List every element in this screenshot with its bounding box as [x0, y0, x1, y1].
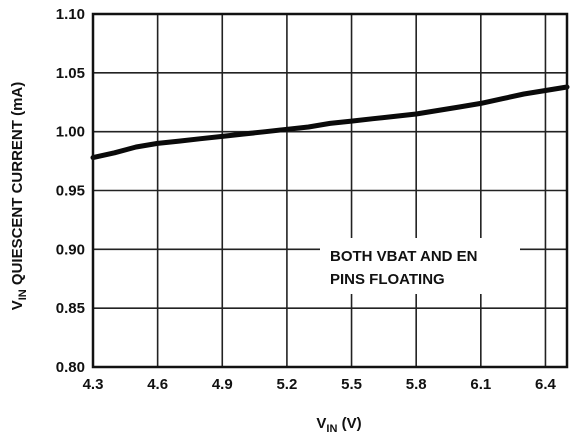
x-tick-label: 5.2 [276, 376, 297, 393]
series-line [90, 84, 570, 161]
x-tick-label: 5.5 [341, 376, 362, 393]
x-tick-label: 4.9 [212, 376, 233, 393]
x-axis-label-main: V [316, 415, 326, 432]
x-tick-label: 6.4 [535, 376, 557, 393]
annotation-line-1: BOTH VBAT AND EN [330, 248, 478, 265]
annotation-background [320, 238, 520, 294]
x-axis-label: VIN (V) [316, 415, 361, 434]
y-tick-labels: 0.80 0.85 0.90 0.95 1.00 1.05 1.10 [56, 6, 85, 376]
y-tick-label: 0.95 [56, 183, 85, 200]
x-tick-label: 4.3 [83, 376, 104, 393]
y-tick-label: 1.10 [56, 6, 85, 23]
plot-frame [91, 12, 569, 369]
grid [92, 13, 567, 368]
x-axis-label-sub: IN [326, 423, 337, 434]
y-tick-label: 1.05 [56, 65, 85, 82]
y-tick-label: 0.85 [56, 300, 85, 317]
y-axis-label-main: V [9, 300, 26, 310]
annotation-line-2: PINS FLOATING [330, 271, 445, 288]
y-tick-label: 1.00 [56, 124, 85, 141]
x-tick-label: 6.1 [470, 376, 491, 393]
y-axis-label-rest: QUIESCENT CURRENT (mA) [9, 82, 26, 290]
x-axis-label-rest: (V) [337, 415, 361, 432]
y-axis-label-sub: IN [17, 289, 29, 300]
x-tick-label: 4.6 [147, 376, 168, 393]
y-tick-label: 0.90 [56, 241, 85, 258]
y-tick-label: 0.80 [56, 359, 85, 376]
x-tick-label: 5.8 [406, 376, 427, 393]
annotation-box [320, 238, 520, 294]
y-axis-label: VIN QUIESCENT CURRENT (mA) [9, 82, 29, 311]
x-tick-labels: 4.3 4.6 4.9 5.2 5.5 5.8 6.1 6.4 [83, 376, 557, 393]
